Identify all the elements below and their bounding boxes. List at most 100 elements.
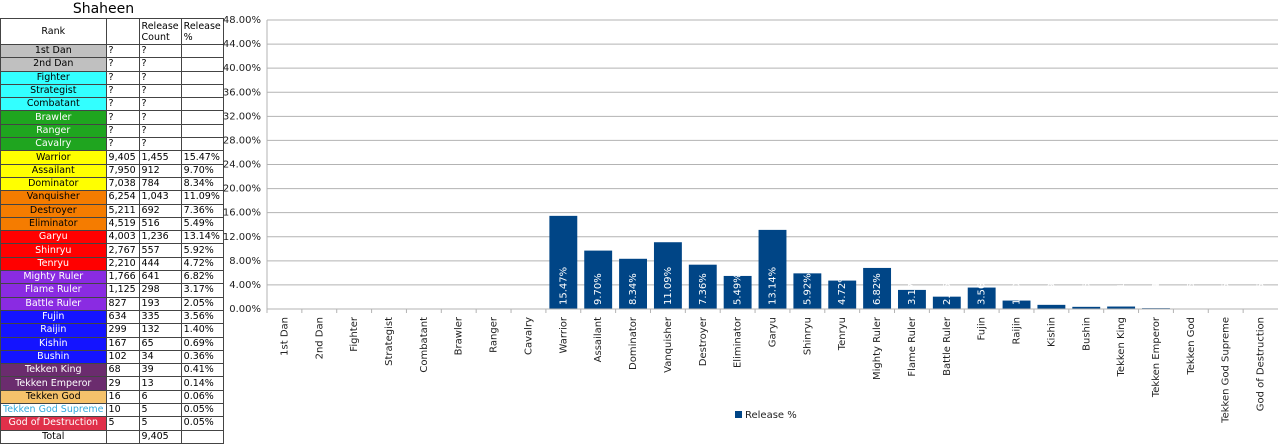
x-tick-label: Kishin [1046, 317, 1057, 347]
table-cell: 641 [138, 270, 182, 285]
rank-table: Rank Release Count Release % 1st Dan?? 2nd D… [0, 18, 224, 444]
bar [863, 267, 892, 309]
y-tick-label: 12.00% [223, 232, 261, 243]
x-tick-label: Assailant [593, 317, 604, 362]
x-tick-label: Tekken God Supreme [1221, 317, 1232, 424]
table-cell: Vanquisher [0, 190, 107, 205]
bar [1072, 306, 1101, 309]
table-cell: 6 [138, 389, 182, 405]
table-cell: 16 [105, 389, 140, 405]
table-cell: Mighty Ruler [0, 270, 107, 285]
table-cell: 132 [138, 323, 182, 338]
table-cell: Tekken Emperor [0, 376, 107, 391]
table-cell: 444 [138, 256, 182, 272]
x-tick-label: Dominator [628, 316, 639, 370]
table-cell: Strategist [0, 83, 107, 99]
bar [758, 229, 787, 309]
legend-swatch [735, 411, 742, 418]
table-cell: 102 [105, 349, 140, 365]
bar [898, 289, 926, 309]
y-tick-label: 36.00% [223, 87, 261, 98]
table-cell: Tekken God Supreme [0, 403, 107, 418]
bar [828, 280, 857, 309]
table-row: Brawler?? [0, 110, 224, 125]
table-cell [180, 43, 224, 59]
table-cell: Destroyer [0, 203, 107, 218]
value-label: 0.14% [1151, 273, 1162, 305]
x-tick-label: Brawler [454, 316, 465, 355]
table-row: Eliminator 4,519 516 5.49% [0, 216, 224, 232]
table-cell: Brawler [0, 110, 107, 125]
x-tick-label: 1st Dan [279, 317, 290, 356]
table-cell: 692 [138, 203, 182, 218]
table-row: Battle Ruler 827 193 2.05% [0, 296, 224, 311]
table-row: Warrior 9,405 1,455 15.47% [0, 150, 224, 165]
table-cell: 784 [138, 176, 182, 192]
table-cell: 4,003 [105, 230, 140, 245]
x-tick-label: Battle Ruler [942, 316, 953, 376]
table-row: Tekken Emperor 29 13 0.14% [0, 376, 224, 391]
value-label: 9.70% [593, 273, 604, 305]
table-cell: 1st Dan [0, 43, 107, 59]
bar [619, 258, 647, 309]
y-tick-label: 16.00% [223, 208, 261, 219]
table-cell: ? [105, 97, 140, 112]
table-cell: 10 [105, 403, 140, 418]
value-label: 1.40% [1012, 273, 1023, 305]
table-cell: 912 [138, 163, 182, 178]
table-cell: 7,038 [105, 176, 140, 192]
table-cell: 1,125 [105, 283, 140, 298]
x-tick-label: Garyu [768, 317, 779, 347]
y-tick-label: 44.00% [223, 39, 261, 50]
table-cell: 4,519 [105, 216, 140, 232]
value-label: 0.69% [1046, 273, 1057, 305]
value-label: 4.72% [837, 273, 848, 305]
table-cell [105, 18, 140, 45]
legend-label: Release % [745, 410, 797, 421]
x-tick-label: Vanquisher [663, 316, 674, 373]
table-cell: Dominator [0, 176, 107, 192]
value-label: 0.05% [1221, 273, 1232, 305]
table-cell: ? [105, 43, 140, 59]
table-row: Flame Ruler 1,125 298 3.17% [0, 283, 224, 298]
bar [688, 264, 717, 309]
table-cell: 5 [138, 403, 182, 418]
y-tick-label: 20.00% [223, 184, 261, 195]
y-tick-label: 4.00% [229, 280, 261, 291]
table-row: 1st Dan?? [0, 43, 224, 59]
table-row: Combatant?? [0, 97, 224, 112]
table-cell [105, 429, 140, 444]
bar [932, 296, 961, 309]
y-tick-label: 32.00% [223, 111, 261, 122]
table-cell: Fujin [0, 309, 107, 325]
table-cell: Raijin [0, 323, 107, 338]
table-cell: ? [138, 83, 182, 99]
table-cell: 9,405 [105, 150, 140, 165]
table-cell: ? [105, 123, 140, 139]
table-cell: ? [138, 110, 182, 125]
table-cell: 2,210 [105, 256, 140, 272]
x-tick-label: 2nd Dan [314, 317, 325, 359]
y-tick-label: 48.00% [223, 15, 261, 26]
table-row: Total 9,405 [0, 429, 224, 444]
x-tick-label: Bushin [1081, 317, 1092, 351]
table-cell: Bushin [0, 349, 107, 365]
y-tick-label: 28.00% [223, 135, 261, 146]
table-row: Vanquisher 6,254 1,043 11.09% [0, 190, 224, 205]
bar [723, 275, 752, 309]
table-cell: 34 [138, 349, 182, 365]
table-cell: ? [138, 123, 182, 139]
table-row: Shinryu 2,767 557 5.92% [0, 243, 224, 258]
table-cell: ? [138, 137, 182, 152]
chart: 0.00% 4.00% 8.00% 12.00% 16.00% 20.00% 24.00% 2… [223, 15, 1278, 424]
table-row: Fujin 634 335 3.56% [0, 309, 224, 325]
value-label: 13.14% [768, 267, 779, 305]
table-cell: Rank [0, 18, 107, 45]
value-label: 11.09% [663, 267, 674, 305]
table-row: 2nd Dan?? [0, 57, 224, 72]
sheet-title: Shaheen [72, 1, 135, 17]
table-cell: Assailant [0, 163, 107, 178]
table-cell: ? [138, 97, 182, 112]
table-cell: 65 [138, 336, 182, 351]
bar [1037, 304, 1066, 309]
